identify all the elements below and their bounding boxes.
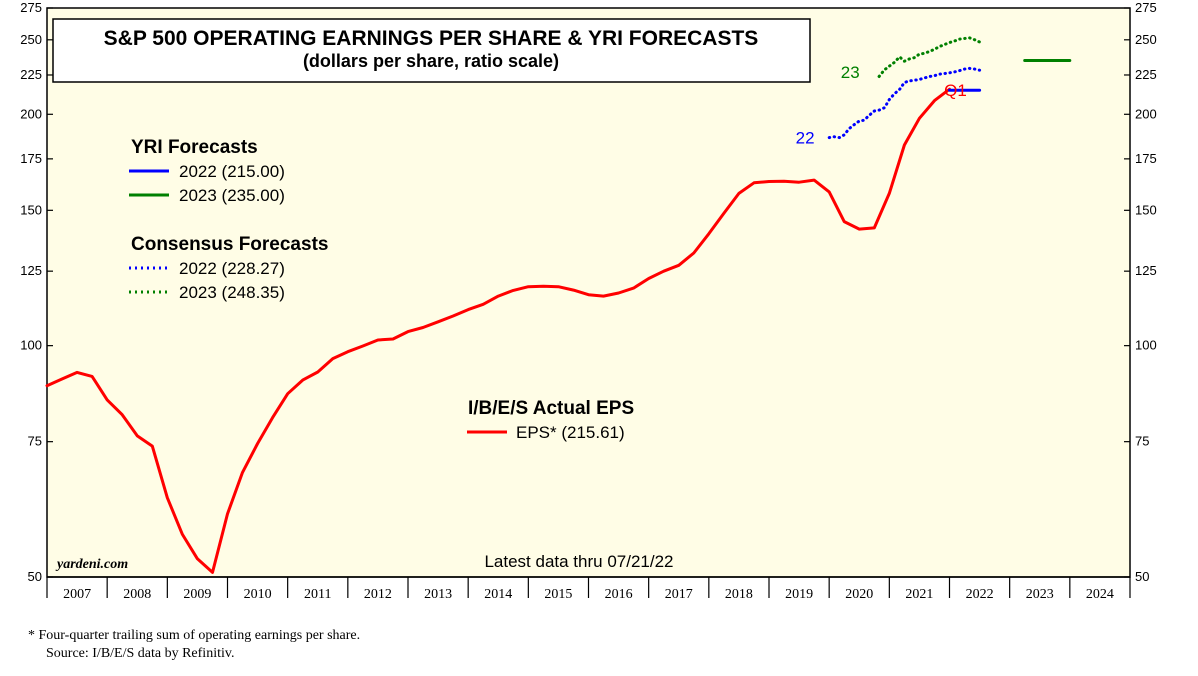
chart-title: S&P 500 OPERATING EARNINGS PER SHARE & Y…: [104, 27, 759, 50]
y-tick-label-right-125: 125: [1135, 263, 1157, 278]
legend-consensus-2023-label: 2023 (248.35): [179, 283, 285, 302]
x-tick-label-2014: 2014: [484, 587, 512, 602]
x-tick-label-2023: 2023: [1026, 587, 1054, 602]
x-tick-label-2008: 2008: [123, 587, 151, 602]
legend-consensus-2022-label: 2022 (228.27): [179, 259, 285, 278]
y-axes: 275 275 250 250 225 225 200 200 175 175 150 150 125 1…: [20, 0, 1156, 584]
y-tick-label-right-175: 175: [1135, 151, 1157, 166]
plot-background: [46, 7, 1131, 578]
x-tick-label-2022: 2022: [966, 587, 994, 602]
y-tick-label-left-125: 125: [20, 263, 42, 278]
y-tick-label-left-75: 75: [28, 434, 42, 449]
x-tick-label-2010: 2010: [244, 587, 272, 602]
y-tick-label-right-275: 275: [1135, 0, 1157, 15]
y-tick-label-left-275: 275: [20, 0, 42, 15]
series-line-0: [45, 87, 951, 574]
x-tick-label-2019: 2019: [785, 587, 813, 602]
legend-actual-title: I/B/E/S Actual EPS: [468, 398, 634, 419]
y-tick-label-right-75: 75: [1135, 434, 1149, 449]
x-tick-label-2012: 2012: [364, 587, 392, 602]
brand-watermark: yardeni.com: [55, 557, 128, 572]
y-tick-label-left-225: 225: [20, 67, 42, 82]
x-tick-label-2021: 2021: [905, 587, 933, 602]
latest-data-note: Latest data thru 07/21/22: [484, 552, 673, 571]
x-axis: 2007 2008 2009 2010 2011 2012 2013 2014 2015 2016…: [46, 576, 1131, 602]
legend-yri-2022-label: 2022 (215.00): [179, 162, 285, 181]
legend-yri-2023-label: 2023 (235.00): [179, 186, 285, 205]
y-tick-label-left-200: 200: [20, 106, 42, 121]
series-line-1: [827, 66, 982, 140]
x-tick-label-2016: 2016: [605, 587, 633, 602]
y-tick-label-left-175: 175: [20, 151, 42, 166]
x-tick-label-2020: 2020: [845, 587, 873, 602]
x-tick-label-2024: 2024: [1086, 587, 1114, 602]
x-tick-label-2015: 2015: [544, 587, 572, 602]
y-tick-label-right-50: 50: [1135, 569, 1149, 584]
chart-subtitle: (dollars per share, ratio scale): [303, 51, 559, 71]
y-tick-label-left-250: 250: [20, 32, 42, 47]
y-tick-label-right-100: 100: [1135, 338, 1157, 353]
x-tick-label-2017: 2017: [665, 587, 693, 602]
annotation-1: 23: [841, 63, 860, 82]
x-tick-label-2011: 2011: [304, 587, 331, 602]
x-tick-label-2007: 2007: [63, 587, 91, 602]
x-tick-label-2018: 2018: [725, 587, 753, 602]
x-tick-label-2013: 2013: [424, 587, 452, 602]
y-tick-label-right-150: 150: [1135, 202, 1157, 217]
y-tick-label-left-50: 50: [28, 569, 42, 584]
legend-yri-title: YRI Forecasts: [131, 137, 258, 158]
y-tick-label-left-100: 100: [20, 338, 42, 353]
annotation-2: Q1: [944, 81, 967, 100]
footnote-line-2: Source: I/B/E/S data by Refinitiv.: [46, 646, 234, 661]
legend-consensus-title: Consensus Forecasts: [131, 234, 328, 255]
y-tick-label-right-250: 250: [1135, 32, 1157, 47]
legend-actual-eps-label: EPS* (215.61): [516, 423, 625, 442]
annotation-0: 22: [796, 129, 815, 148]
footnote-line-1: * Four-quarter trailing sum of operating…: [28, 628, 360, 643]
x-tick-label-2009: 2009: [183, 587, 211, 602]
series-group: 22 23 Q1: [45, 36, 1072, 574]
y-tick-label-left-150: 150: [20, 202, 42, 217]
y-tick-label-right-225: 225: [1135, 67, 1157, 82]
y-tick-label-right-200: 200: [1135, 106, 1157, 121]
title-box: [52, 18, 811, 83]
